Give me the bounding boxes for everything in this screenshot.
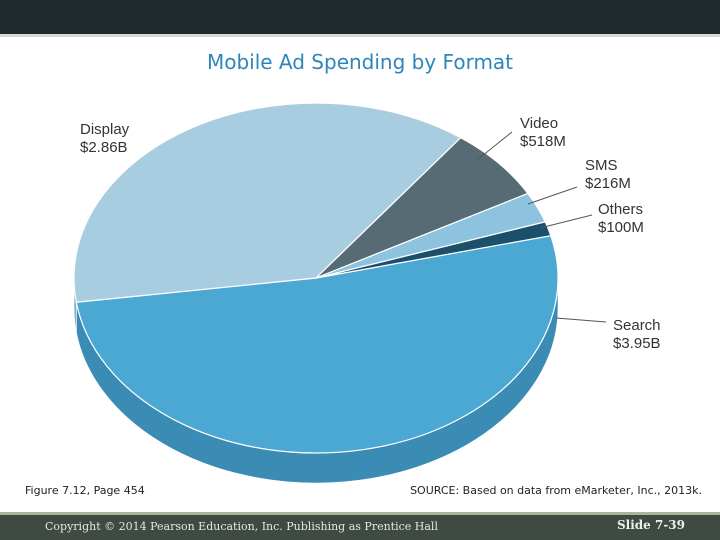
value-label-video: $518M: [520, 133, 566, 150]
value-label-display: $2.86B: [80, 139, 128, 156]
value-label-search: $3.95B: [613, 335, 661, 352]
leader-line-others: [539, 214, 593, 229]
value-label-sms: $216M: [585, 175, 631, 192]
value-label-others: $100M: [598, 219, 644, 236]
pie-slice-display: [73, 102, 462, 303]
leader-line-search: [555, 317, 607, 323]
slide-number: Slide 7-39: [616, 518, 685, 532]
pie-slice-search: [75, 234, 559, 454]
leader-line-sms: [527, 186, 578, 205]
top-banner: [0, 0, 720, 37]
label-search: Search: [613, 317, 661, 334]
label-display: Display: [80, 121, 130, 138]
copyright-text: Copyright © 2014 Pearson Education, Inc.…: [45, 520, 438, 533]
label-others: Others: [598, 201, 643, 218]
chart-title: Mobile Ad Spending by Format: [206, 50, 514, 74]
leader-line-video: [476, 131, 513, 161]
figure-caption: Figure 7.12, Page 454: [25, 484, 145, 497]
label-video: Video: [520, 115, 558, 132]
label-sms: SMS: [585, 157, 618, 174]
source-note: SOURCE: Based on data from eMarketer, In…: [410, 484, 702, 497]
footer-bar: [0, 512, 720, 540]
pie-slice-others: [315, 221, 552, 279]
